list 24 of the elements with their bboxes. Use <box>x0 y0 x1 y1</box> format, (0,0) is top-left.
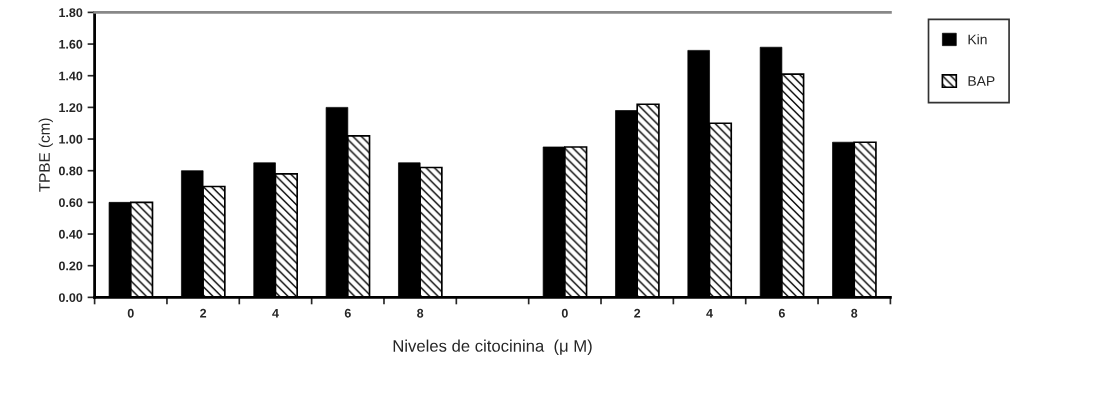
x-tick-label: 4 <box>272 308 279 318</box>
y-tick-label: 1.60 <box>59 39 83 49</box>
y-axis-title: TPBE (cm) <box>38 118 53 192</box>
y-tick-label: 0.60 <box>58 198 83 208</box>
x-tick-label: 0 <box>561 308 568 318</box>
legend-label: Kin <box>968 34 987 45</box>
y-tick-label: 1.40 <box>59 71 83 81</box>
x-tick-label: 2 <box>634 308 641 318</box>
y-tick-label: 1.20 <box>59 103 83 113</box>
x-axis-title: Niveles de citocinina (μ M) <box>393 339 592 356</box>
x-tick-label: 2 <box>200 308 207 318</box>
x-tick-label: 6 <box>778 308 785 318</box>
y-tick-label: 1.00 <box>59 134 83 144</box>
y-tick-label: 0.40 <box>58 229 83 239</box>
y-tick-label: 0.00 <box>58 293 83 303</box>
x-tick-label: 6 <box>344 308 351 318</box>
y-tick-label: 1.80 <box>59 8 83 18</box>
legend-label: BAP <box>968 76 995 86</box>
x-tick-label: 0 <box>127 308 134 318</box>
x-tick-label: 4 <box>706 308 713 318</box>
y-tick-label: 0.20 <box>58 261 83 271</box>
x-tick-label: 8 <box>417 308 424 318</box>
y-tick-label: 0.80 <box>58 166 83 176</box>
x-tick-label: 8 <box>851 308 858 318</box>
